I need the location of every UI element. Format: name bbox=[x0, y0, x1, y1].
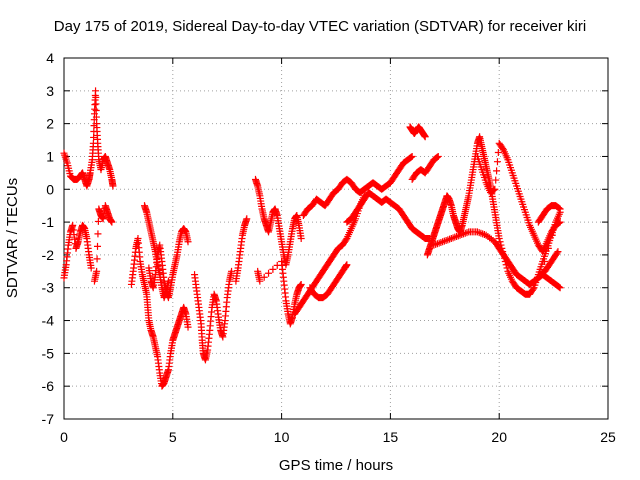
data-point bbox=[434, 152, 442, 160]
data-point bbox=[343, 261, 351, 269]
data-point bbox=[87, 264, 95, 272]
data-point bbox=[554, 248, 562, 256]
data-point bbox=[243, 215, 251, 223]
x-tick-label: 20 bbox=[491, 429, 507, 445]
y-tick-label: -7 bbox=[42, 411, 55, 427]
x-tick-label: 0 bbox=[60, 429, 68, 445]
series-arc-f bbox=[141, 202, 172, 302]
data-point bbox=[548, 231, 556, 239]
series-arc-e bbox=[145, 225, 192, 302]
series-arc-t bbox=[534, 202, 564, 279]
data-point bbox=[433, 153, 441, 161]
series-arc-h bbox=[232, 215, 251, 285]
data-point bbox=[490, 186, 498, 194]
x-tick-label: 5 bbox=[169, 429, 177, 445]
data-point bbox=[408, 152, 416, 160]
data-point bbox=[69, 221, 77, 229]
data-point bbox=[92, 93, 100, 101]
plot-frame bbox=[63, 57, 609, 420]
data-point bbox=[92, 113, 100, 121]
data-point bbox=[407, 153, 415, 161]
data-point bbox=[260, 273, 268, 281]
data-point bbox=[556, 284, 564, 292]
axis-ticks bbox=[63, 57, 609, 420]
data-points bbox=[60, 87, 564, 390]
data-point bbox=[94, 242, 102, 250]
data-point bbox=[93, 267, 101, 275]
data-point bbox=[93, 255, 101, 263]
x-tick-label: 25 bbox=[600, 429, 616, 445]
data-point bbox=[109, 182, 117, 190]
series-arc-j bbox=[254, 257, 305, 328]
data-point bbox=[555, 283, 563, 291]
data-point bbox=[552, 218, 560, 226]
data-point bbox=[164, 277, 172, 285]
data-point bbox=[297, 235, 305, 242]
data-point bbox=[529, 285, 537, 293]
series-arc-a bbox=[60, 87, 117, 190]
data-point bbox=[493, 167, 501, 175]
y-tick-label: -3 bbox=[42, 280, 55, 296]
y-tick-label: 0 bbox=[46, 181, 54, 197]
data-point bbox=[556, 205, 564, 213]
y-tick-label: -2 bbox=[42, 247, 55, 263]
data-point bbox=[69, 226, 77, 234]
x-tick-labels: 0 5 10 15 20 25 bbox=[60, 429, 616, 445]
data-point bbox=[555, 219, 563, 227]
data-point bbox=[544, 244, 552, 252]
y-axis-label: SDTVAR / TECUs bbox=[4, 178, 21, 298]
data-point bbox=[90, 133, 98, 141]
data-point bbox=[297, 280, 305, 288]
series-arc-p bbox=[408, 152, 442, 183]
series-arc-c bbox=[90, 202, 116, 285]
data-point bbox=[228, 267, 236, 275]
y-tick-label: 1 bbox=[46, 148, 54, 164]
data-point bbox=[92, 107, 100, 115]
data-point bbox=[555, 204, 563, 212]
y-tick-label: -6 bbox=[42, 378, 55, 394]
y-tick-label: -4 bbox=[42, 313, 55, 329]
series-arc-o bbox=[406, 123, 429, 141]
data-point bbox=[494, 149, 502, 157]
data-point bbox=[492, 176, 500, 184]
data-point bbox=[495, 235, 503, 242]
grid-lines bbox=[64, 58, 608, 419]
y-tick-label: -5 bbox=[42, 345, 55, 361]
series-arc-g bbox=[191, 267, 236, 364]
series-arc-n bbox=[343, 189, 434, 242]
x-tick-label: 10 bbox=[274, 429, 290, 445]
series-arc-s bbox=[473, 139, 564, 256]
data-point bbox=[92, 87, 100, 95]
y-tick-label: 3 bbox=[46, 83, 54, 99]
data-point bbox=[493, 158, 501, 166]
data-point bbox=[421, 133, 429, 141]
data-point bbox=[491, 185, 499, 193]
series-arc-i bbox=[251, 175, 305, 269]
data-point bbox=[92, 100, 100, 108]
data-point bbox=[256, 277, 264, 285]
data-point bbox=[94, 230, 102, 238]
chart-title: Day 175 of 2019, Sidereal Day-to-day VTE… bbox=[54, 18, 586, 35]
series-arc-d bbox=[127, 235, 192, 390]
y-tick-label: 4 bbox=[46, 50, 54, 66]
series-arc-l bbox=[299, 152, 416, 220]
data-point bbox=[269, 265, 277, 273]
data-point bbox=[265, 269, 273, 277]
x-tick-label: 15 bbox=[383, 429, 399, 445]
data-point bbox=[553, 249, 561, 257]
series-arc-r bbox=[430, 228, 564, 292]
data-point bbox=[94, 217, 102, 225]
series-arc-b bbox=[60, 221, 95, 282]
y-tick-labels: -7 -6 -5 -4 -3 -2 -1 0 1 2 3 4 bbox=[42, 50, 55, 427]
data-point bbox=[184, 238, 192, 246]
data-point bbox=[108, 218, 116, 226]
data-point bbox=[184, 323, 192, 331]
data-point bbox=[70, 231, 78, 239]
y-tick-label: -1 bbox=[42, 214, 55, 230]
series-arc-m bbox=[306, 261, 351, 302]
data-point bbox=[540, 257, 548, 265]
y-tick-label: 2 bbox=[46, 116, 54, 132]
x-axis-label: GPS time / hours bbox=[279, 457, 393, 474]
